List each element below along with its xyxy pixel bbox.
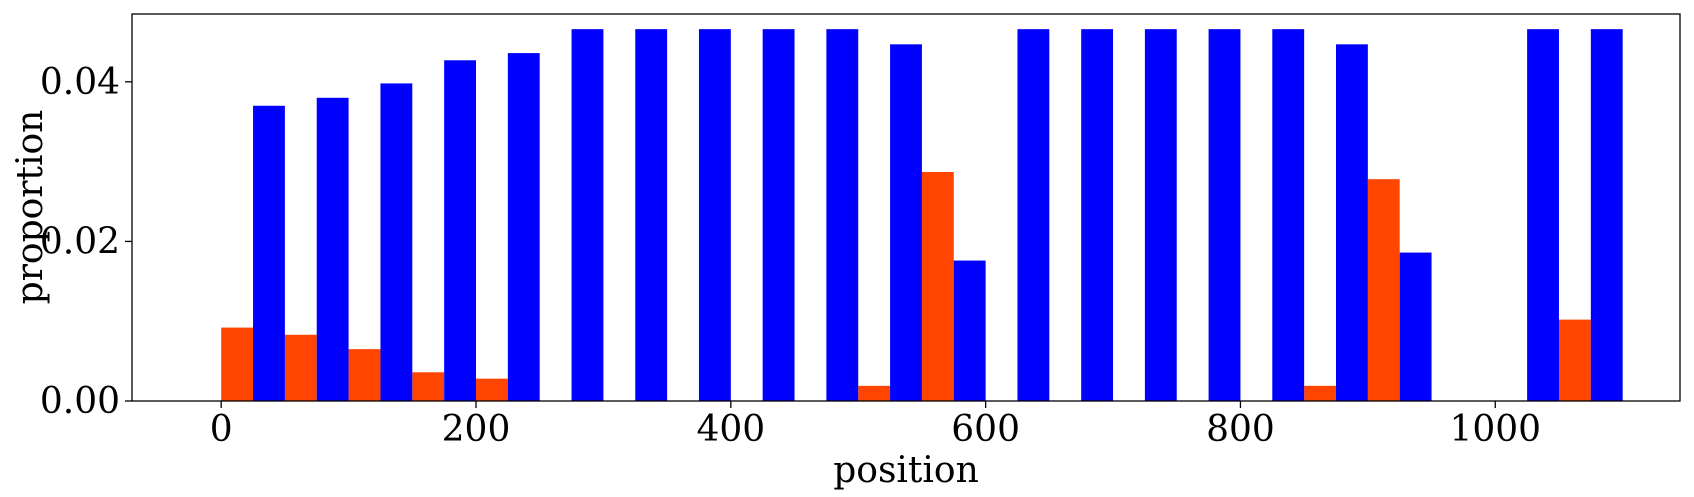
- x-tick-label: 600: [951, 409, 1020, 450]
- bar-series0-bin0: [221, 327, 254, 401]
- bar-series1-bin12: [1017, 29, 1050, 401]
- bar-series1-bin5: [571, 29, 604, 401]
- x-tick-label: 400: [696, 409, 765, 450]
- bar-series1-bin13: [1081, 29, 1114, 401]
- bar-series0-bin18: [1367, 179, 1400, 401]
- x-axis-ticks: 0 200 400 600 800 1000: [210, 401, 1541, 450]
- bar-series0-bin17: [1304, 385, 1336, 401]
- x-tick-label: 0: [210, 409, 233, 450]
- bar-series1-bin11: [953, 260, 986, 401]
- bar-series0-bin11: [921, 171, 954, 401]
- bars-group: [221, 29, 1623, 402]
- bar-series1-bin4: [507, 53, 540, 401]
- bar-series1-bin10: [890, 44, 922, 401]
- bar-series1-bin0: [253, 105, 285, 402]
- y-tick-label: 0.00: [40, 381, 120, 422]
- bar-series1-bin6: [635, 29, 668, 401]
- y-axis-label: proportion: [10, 110, 51, 305]
- bar-series1-bin8: [762, 29, 795, 401]
- bar-series1-bin7: [698, 29, 731, 401]
- bar-series0-bin2: [348, 349, 381, 401]
- x-axis-label: position: [833, 450, 979, 491]
- bar-series1-bin20: [1527, 29, 1559, 401]
- bar-series1-bin9: [826, 29, 859, 401]
- y-tick-label: 0.04: [40, 62, 120, 103]
- bar-series1-bin17: [1336, 44, 1368, 401]
- bar-series0-bin21: [1558, 319, 1591, 401]
- bar-series0-bin4: [476, 378, 508, 401]
- bar-series1-bin16: [1272, 29, 1305, 401]
- bar-series0-bin3: [412, 372, 445, 401]
- bar-series1-bin14: [1144, 29, 1177, 401]
- plot-frame: [131, 13, 1681, 402]
- x-tick-label: 1000: [1449, 409, 1541, 450]
- x-tick-label: 800: [1206, 409, 1275, 450]
- bar-series1-bin21: [1590, 29, 1623, 401]
- bar-series1-bin1: [316, 97, 349, 401]
- bar-series1-bin2: [380, 83, 413, 401]
- bar-series1-bin18: [1399, 252, 1432, 401]
- bar-series0-bin10: [858, 385, 891, 401]
- x-tick-label: 200: [442, 409, 511, 450]
- y-axis-ticks: 0.00 0.02 0.04: [40, 62, 132, 422]
- bar-series1-bin15: [1208, 29, 1241, 401]
- y-tick-label: 0.02: [40, 221, 120, 262]
- bar-series0-bin1: [284, 334, 317, 401]
- bar-series1-bin3: [444, 60, 476, 402]
